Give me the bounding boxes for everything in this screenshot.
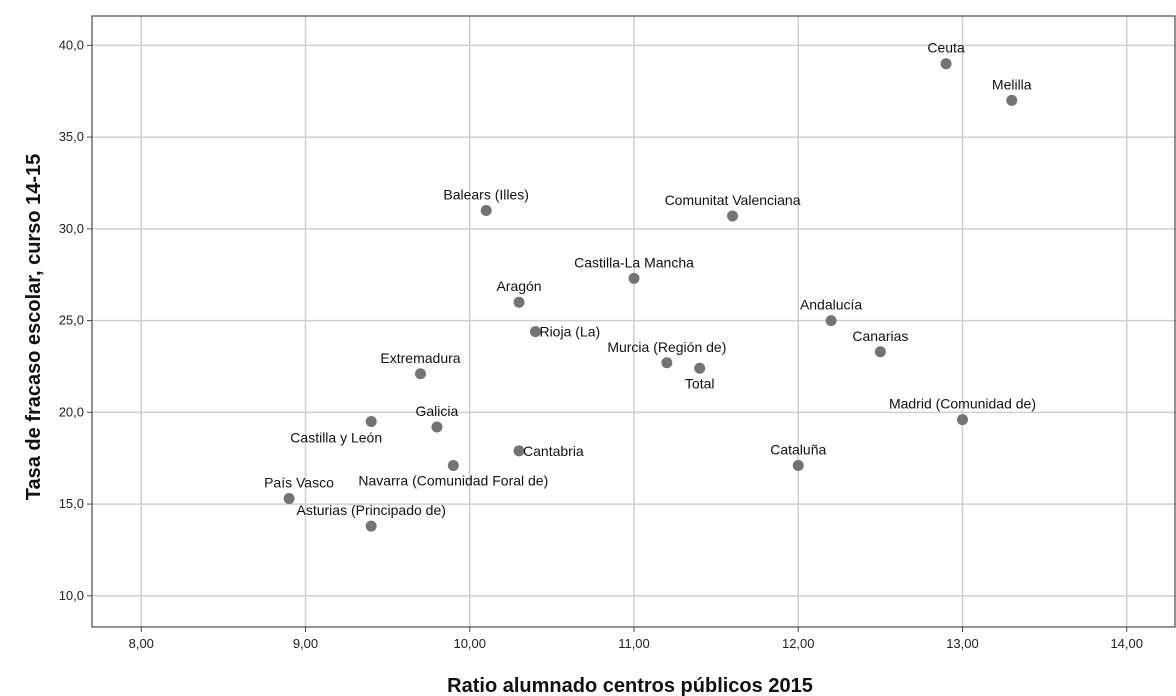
grid-lines xyxy=(92,16,1176,627)
point-label: Cantabria xyxy=(523,443,584,459)
x-tick-label: 9,00 xyxy=(293,636,318,651)
data-point xyxy=(283,493,295,505)
data-point xyxy=(661,357,673,369)
point-labels: Ceuta Melilla Balears (Illes) Comunitat Val… xyxy=(264,40,1036,518)
point-label: Murcia (Región de) xyxy=(607,339,726,355)
data-point xyxy=(825,315,837,327)
x-axis-title: Ratio alumnado centros públicos 2015 xyxy=(447,675,813,696)
point-label: Galicia xyxy=(416,403,459,419)
y-tick-label: 20,0 xyxy=(59,404,84,419)
data-point xyxy=(940,58,952,70)
point-label: Extremadura xyxy=(380,350,460,366)
point-label: Balears (Illes) xyxy=(443,186,529,202)
data-point xyxy=(513,296,525,308)
point-label: Melilla xyxy=(992,76,1032,92)
point-label: Asturias (Principado de) xyxy=(297,502,446,518)
x-tick-label: 13,00 xyxy=(946,636,979,651)
data-point xyxy=(365,520,377,532)
data-point xyxy=(874,346,886,358)
data-point xyxy=(365,415,377,427)
data-point xyxy=(480,204,492,216)
point-label: Cataluña xyxy=(770,442,826,458)
y-tick-label: 40,0 xyxy=(59,37,84,52)
data-point xyxy=(414,368,426,380)
data-point xyxy=(628,272,640,284)
point-label: Comunitat Valenciana xyxy=(665,192,801,208)
point-label: Castilla y León xyxy=(290,429,382,445)
data-point xyxy=(431,421,443,433)
data-point xyxy=(956,414,968,426)
y-tick-label: 35,0 xyxy=(59,129,84,144)
point-label: Total xyxy=(685,375,715,391)
y-tick-label: 10,0 xyxy=(59,588,84,603)
data-point xyxy=(727,210,739,222)
data-point xyxy=(529,326,541,338)
point-label: Castilla-La Mancha xyxy=(574,254,694,270)
axis-ticks: 8,00 9,00 10,00 11,00 12,00 13,00 14,00 10,0 15,… xyxy=(59,37,1143,651)
point-label: Rioja (La) xyxy=(539,324,600,340)
data-points xyxy=(283,58,1018,532)
point-label: Navarra (Comunidad Foral de) xyxy=(358,473,548,489)
x-tick-label: 11,00 xyxy=(618,636,650,651)
point-label: Aragón xyxy=(496,278,541,294)
data-point xyxy=(792,460,804,472)
point-label: Canarias xyxy=(852,328,908,344)
point-label: Andalucía xyxy=(800,297,862,313)
x-tick-label: 12,00 xyxy=(782,636,815,651)
data-point xyxy=(694,362,706,374)
x-tick-label: 10,00 xyxy=(453,636,486,651)
data-point xyxy=(1006,94,1018,106)
y-axis-title: Tasa de fracaso escolar, curso 14-15 xyxy=(23,154,45,501)
x-tick-label: 14,00 xyxy=(1110,636,1143,651)
y-tick-label: 30,0 xyxy=(59,221,84,236)
point-label: Ceuta xyxy=(927,40,965,56)
y-tick-label: 15,0 xyxy=(59,496,84,511)
x-tick-label: 8,00 xyxy=(129,636,154,651)
y-tick-label: 25,0 xyxy=(59,313,84,328)
data-point xyxy=(447,460,459,472)
data-point xyxy=(513,445,525,457)
point-label: País Vasco xyxy=(264,475,334,491)
point-label: Madrid (Comunidad de) xyxy=(889,396,1036,412)
